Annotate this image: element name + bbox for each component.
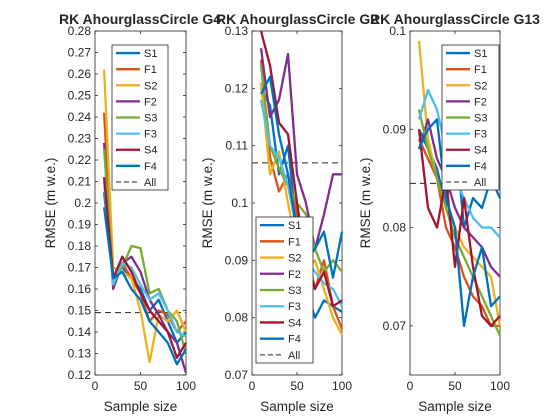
legend-label-S2: S2 (144, 80, 157, 92)
legend-label-S2: S2 (474, 80, 487, 92)
x-tick-label: 50 (290, 379, 304, 393)
y-tick-label: 0.12 (68, 368, 92, 382)
y-tick-label: 0.25 (68, 89, 92, 103)
x-tick-label: 100 (176, 379, 196, 393)
y-tick-label: 0.1 (389, 24, 406, 38)
legend-label-All: All (288, 350, 300, 362)
legend-label-All: All (474, 177, 486, 189)
legend-label-S4: S4 (144, 145, 157, 157)
legend-label-F1: F1 (288, 236, 301, 248)
x-tick-label: 50 (448, 379, 462, 393)
chart-panel-1: 0.12 0.13 0.14 0.15 0.16 0.17 0.18 0.19 0.2 0.21 0… (43, 11, 221, 414)
x-tick-label: 100 (490, 379, 510, 393)
x-tick-label: 0 (407, 379, 414, 393)
y-tick-label: 0.16 (68, 282, 92, 296)
legend-label-F3: F3 (288, 301, 301, 313)
legend-label-S1: S1 (474, 48, 487, 60)
y-tick-label: 0.08 (225, 311, 249, 325)
series-line-S4 (417, 129, 501, 328)
y-tick-label: 0.22 (68, 153, 92, 167)
legend-label-S2: S2 (288, 253, 301, 265)
y-tick-label: 0.11 (226, 139, 249, 153)
legend-label-S4: S4 (288, 317, 301, 329)
legend-label-S1: S1 (288, 220, 301, 232)
y-tick-label: 0.15 (68, 304, 92, 318)
series-line-F4 (417, 118, 501, 328)
legend-label-F1: F1 (144, 64, 157, 76)
series-line-F2 (417, 118, 501, 278)
y-tick-label: 0.17 (68, 261, 92, 275)
legend-label-F4: F4 (144, 161, 157, 173)
legend-label-S3: S3 (288, 285, 301, 297)
y-axis-label: RMSE (m w.e.) (43, 158, 58, 249)
y-axis-label: RMSE (m w.e.) (358, 158, 373, 249)
y-tick-label: 0.09 (225, 253, 249, 267)
legend-label-F2: F2 (144, 96, 157, 108)
panels: 0.12 0.13 0.14 0.15 0.16 0.17 0.18 0.19 0.2 0.21 0… (43, 11, 540, 414)
chart-title: RK AhourglassCircle G2 (216, 11, 378, 27)
legend-label-F4: F4 (288, 334, 301, 346)
legend: S1 F1 S2 F2 S3 F3 S4 F4 All (111, 44, 169, 191)
chart-panel-2: 0.07 0.08 0.09 0.1 0.11 0.12 0.13 0 50 100 Sample … (200, 11, 378, 414)
y-tick-label: 0.07 (225, 368, 249, 382)
legend: S1 F1 S2 F2 S3 F3 S4 F4 All (255, 216, 314, 364)
y-tick-label: 0.27 (68, 46, 92, 60)
legend: S1 F1 S2 F2 S3 F3 S4 F4 All (441, 44, 500, 191)
legend-label-F2: F2 (474, 96, 487, 108)
legend-label-F3: F3 (474, 129, 487, 141)
y-tick-label: 0.2 (74, 196, 91, 210)
x-tick-label: 0 (249, 379, 256, 393)
y-tick-label: 0.14 (68, 325, 92, 339)
y-tick-label: 0.28 (68, 24, 92, 38)
y-tick-label: 0.18 (68, 239, 92, 253)
x-axis-label: Sample size (260, 399, 334, 414)
series-line-F4 (102, 207, 187, 366)
y-tick-label: 0.07 (383, 319, 407, 333)
legend-label-S3: S3 (474, 113, 487, 125)
y-tick-label: 0.13 (68, 347, 92, 361)
y-axis-label: RMSE (m w.e.) (200, 158, 215, 249)
series-line-F1 (417, 138, 500, 328)
y-tick-label: 0.21 (68, 175, 92, 189)
chart-title: RK AhourglassCircle G4 (59, 11, 221, 27)
legend-label-S4: S4 (474, 145, 487, 157)
y-tick-label: 0.12 (225, 81, 249, 95)
x-axis-label: Sample size (418, 399, 492, 414)
chart-title: RK AhourglassCircle G13 (370, 11, 540, 27)
legend-label-F3: F3 (144, 129, 157, 141)
x-tick-label: 50 (134, 379, 148, 393)
y-tick-label: 0.24 (68, 110, 92, 124)
series-line-S3 (417, 109, 502, 337)
chart-panel-3: 0.07 0.08 0.09 0.1 0 50 100 Sample size RMSE (m … (358, 11, 540, 414)
legend-label-S3: S3 (144, 113, 157, 125)
legend-label-F2: F2 (288, 269, 301, 281)
legend-label-All: All (144, 177, 156, 189)
series-line-S4 (102, 177, 187, 359)
y-tick-label: 0.23 (68, 132, 92, 146)
y-tick-label: 0.08 (383, 221, 407, 235)
y-tick-label: 0.1 (231, 196, 248, 210)
y-tick-label: 0.13 (225, 24, 249, 38)
legend-label-F1: F1 (474, 64, 487, 76)
legend-label-F4: F4 (474, 161, 487, 173)
y-tick-label: 0.26 (68, 67, 92, 81)
x-axis-label: Sample size (104, 399, 178, 414)
y-tick-label: 0.19 (68, 218, 92, 232)
x-tick-label: 0 (92, 379, 99, 393)
x-tick-label: 100 (332, 379, 352, 393)
y-tick-label: 0.09 (383, 122, 407, 136)
legend-label-S1: S1 (144, 48, 157, 60)
series-line-S3 (259, 65, 343, 273)
